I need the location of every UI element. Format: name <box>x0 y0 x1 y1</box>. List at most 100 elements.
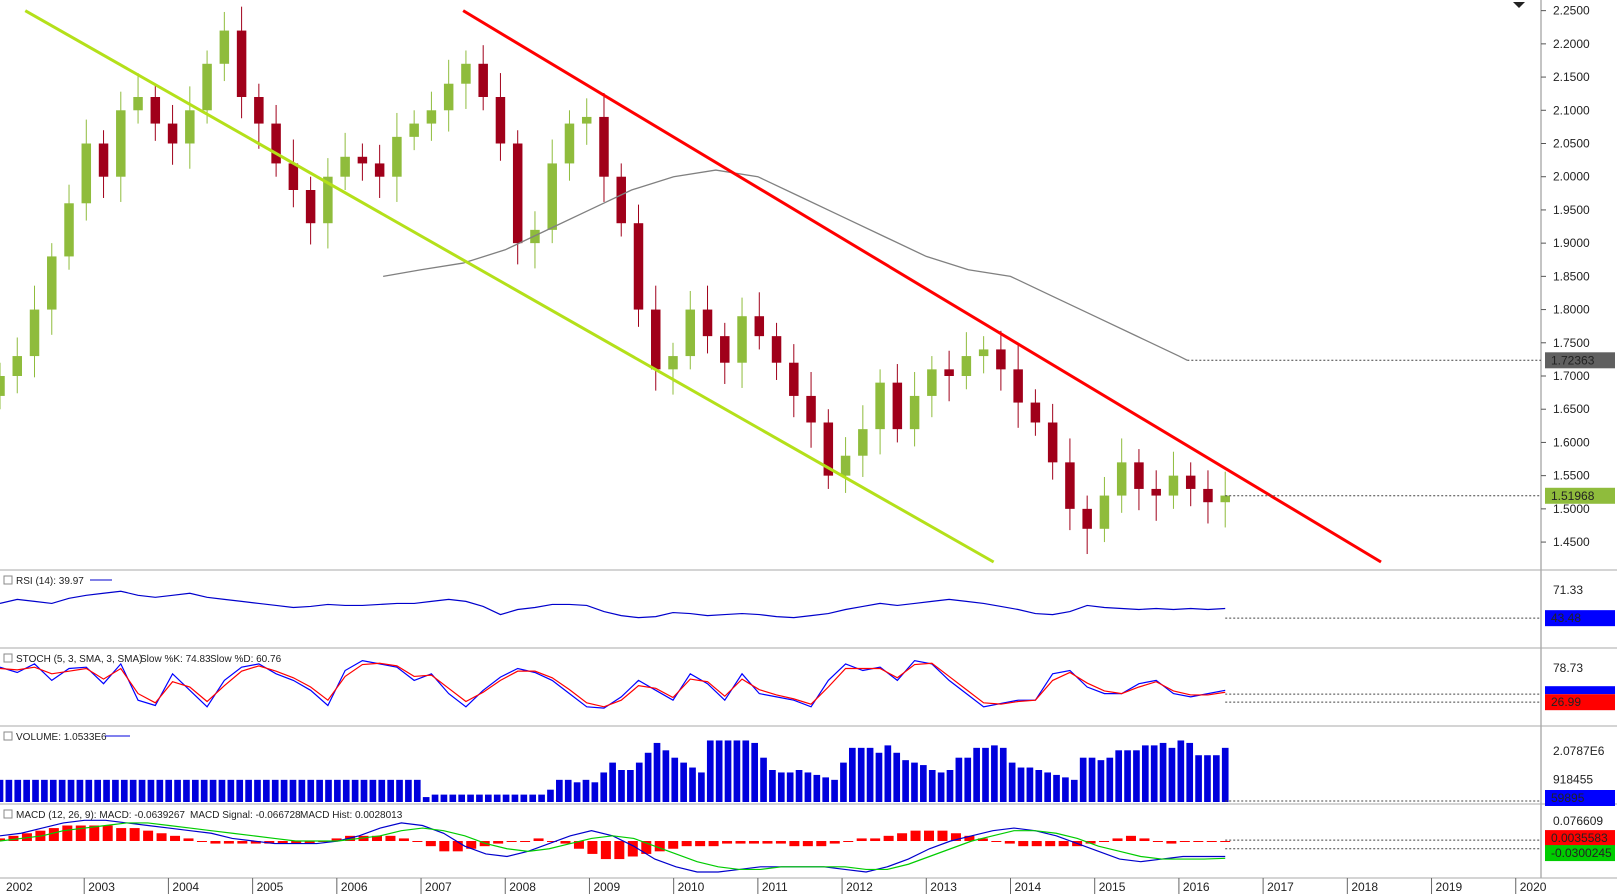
candle-body <box>840 455 851 476</box>
macd-hist-bar <box>654 841 665 852</box>
macd-signal-label: MACD Signal: -0.066728 <box>190 810 301 821</box>
red-trendline <box>462 9 1382 564</box>
macd-value-label-bg <box>1545 830 1615 847</box>
volume-bar <box>325 779 332 802</box>
candle-body <box>357 156 368 164</box>
macd-hist-bar <box>829 841 840 844</box>
x-tick-label: 2008 <box>509 880 536 894</box>
volume-bar <box>5 779 13 802</box>
candle-body <box>547 163 557 230</box>
volume-bar <box>653 742 661 802</box>
price-tick-label: 2.1500 <box>1553 70 1590 84</box>
volume-bar <box>422 797 430 802</box>
candle-body <box>12 356 23 376</box>
candle-body <box>512 143 523 244</box>
macd-hist-bar <box>856 838 867 841</box>
stoch-d-line <box>0 662 1226 708</box>
volume-bar <box>831 779 838 802</box>
price-panel[interactable]: 2.2500 2.2000 2.1500 2.1000 2.0500 2.0000 1.95… <box>0 2 1615 564</box>
candle-body <box>581 116 592 124</box>
macd-hist-bar <box>493 841 504 844</box>
rsi-tick-label: 71.33 <box>1553 583 1583 597</box>
volume-bar <box>378 779 386 802</box>
volume-bar <box>973 747 980 802</box>
candle-body <box>978 349 989 357</box>
x-tick-label: 2018 <box>1351 880 1378 894</box>
volume-bar <box>209 779 217 802</box>
volume-bar <box>1044 772 1051 802</box>
volume-bar <box>1053 774 1060 802</box>
volume-bar <box>138 779 146 802</box>
macd-hist-bar <box>1152 841 1163 842</box>
candle-body <box>927 369 937 396</box>
volume-bar <box>316 779 323 802</box>
volume-bar <box>1106 757 1114 802</box>
volume-bar <box>955 757 963 802</box>
volume-bar <box>191 779 199 802</box>
macd-hist-bar <box>722 841 733 844</box>
volume-bar <box>928 770 936 802</box>
macd-hist-bar <box>102 825 113 841</box>
macd-hist-bar <box>291 841 302 844</box>
volume-bar <box>396 779 403 802</box>
macd-hist-bar <box>748 841 759 844</box>
volume-bar <box>848 747 856 802</box>
candle-body <box>202 63 212 111</box>
volume-bar <box>103 779 110 802</box>
volume-bar <box>609 762 616 802</box>
volume-bar <box>742 740 750 802</box>
candle-body <box>150 97 161 124</box>
volume-bar <box>698 772 705 802</box>
volume-bar <box>1017 767 1025 802</box>
x-tick-label: 2017 <box>1267 880 1294 894</box>
rsi-value-label: 43.48 <box>1551 611 1581 625</box>
macd-signal-value-label: -0.0300245 <box>1551 846 1612 860</box>
macd-hist-bar <box>1018 841 1029 847</box>
volume-bar <box>183 779 190 802</box>
volume-bar <box>1141 745 1149 802</box>
macd-hist-bar <box>1099 841 1110 842</box>
volume-bar <box>511 794 519 802</box>
macd-hist-bar <box>116 828 127 841</box>
macd-hist-bar <box>223 841 234 844</box>
x-tick-label: 2014 <box>1014 880 1041 894</box>
candle-body <box>47 256 57 310</box>
stochastic-panel[interactable]: STOCH (5, 3, SMA, 3, SMA)Slow %K: 74.83 S… <box>0 653 1615 711</box>
price-tick-label: 2.1000 <box>1553 103 1590 117</box>
x-tick-label: 2020 <box>1520 880 1547 894</box>
macd-hist-bar <box>950 833 961 841</box>
rsi-panel[interactable]: RSI (14): 39.97 71.33 43.48 <box>0 575 1615 627</box>
macd-hist-bar <box>897 833 908 841</box>
macd-hist-bar <box>924 830 935 841</box>
candle-body <box>771 336 782 363</box>
macd-hist-bar <box>533 838 544 841</box>
macd-panel[interactable]: MACD (12, 26, 9): MACD: -0.0639267 MACD S… <box>0 809 1615 873</box>
candle-body <box>789 362 799 396</box>
x-tick-label: 2009 <box>593 880 620 894</box>
macd-hist-bar <box>385 835 396 841</box>
volume-bar <box>564 779 572 802</box>
candle-body <box>633 223 644 310</box>
volume-bar <box>218 779 226 802</box>
x-tick-label: 2015 <box>1099 880 1126 894</box>
volume-tick-label: 918455 <box>1553 772 1593 786</box>
candle-body <box>1203 488 1213 503</box>
volume-bar <box>120 779 128 802</box>
volume-bar <box>1079 757 1087 802</box>
volume-bar <box>254 779 261 802</box>
price-tick-label: 1.8000 <box>1553 303 1590 317</box>
volume-bar <box>840 762 847 802</box>
candle-body <box>305 190 316 224</box>
volume-panel[interactable]: VOLUME: 1.0533E6 2.0787E6 918455 59895 <box>0 731 1615 806</box>
volume-bar <box>369 779 377 802</box>
volume-bar <box>440 794 448 802</box>
macd-hist-bar <box>520 841 531 842</box>
candle-body <box>909 395 920 430</box>
volume-bar <box>893 752 901 802</box>
x-tick-label: 2013 <box>930 880 957 894</box>
stoch-d-label: Slow %D: 60.76 <box>210 654 282 665</box>
macd-hist-bar <box>89 825 100 841</box>
volume-value-label: 59895 <box>1551 791 1585 805</box>
volume-bar <box>49 779 57 802</box>
